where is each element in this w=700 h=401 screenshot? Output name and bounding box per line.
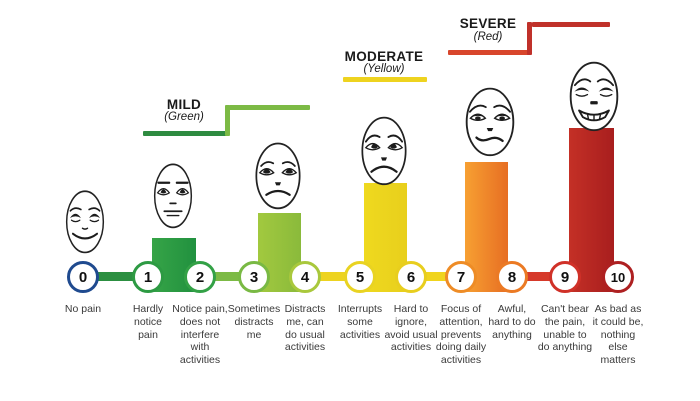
- scale-point-9: 9: [549, 261, 581, 293]
- scale-connector-4-5: [320, 272, 345, 281]
- scale-number: 7: [456, 268, 466, 286]
- scale-number: 2: [195, 268, 205, 286]
- face-grimacing-icon: [566, 58, 622, 133]
- scale-number: 4: [300, 268, 310, 286]
- scale-number: 9: [560, 268, 570, 286]
- pain-description-8: Awful, hard to do anything: [488, 303, 536, 341]
- scale-point-0: 0: [67, 261, 99, 293]
- scale-connector-0-1: [98, 272, 133, 281]
- scale-point-10: 10: [602, 261, 634, 293]
- scale-point-5: 5: [344, 261, 376, 293]
- scale-point-6: 6: [395, 261, 427, 293]
- pain-description-4: Distracts me, can do usual activities: [284, 303, 326, 354]
- scale-number: 5: [355, 268, 365, 286]
- zone-moderate-line: [343, 77, 427, 82]
- pain-description-1: Hardly notice pain: [132, 303, 164, 341]
- scale-connector-2-3: [215, 272, 239, 281]
- scale-number: 10: [610, 269, 626, 285]
- scale-number: 3: [249, 268, 259, 286]
- face-neutral-icon: [151, 160, 195, 230]
- zone-severe-sublabel: (Red): [473, 31, 503, 43]
- pain-description-6: Hard to ignore, avoid usual activities: [384, 303, 438, 354]
- scale-point-7: 7: [445, 261, 477, 293]
- face-distressed-icon: [462, 84, 518, 158]
- zone-moderate-sublabel: (Yellow): [363, 63, 405, 75]
- face-concerned-icon: [252, 139, 304, 211]
- pain-description-7: Focus of attention, prevents doing daily…: [435, 303, 487, 367]
- scale-number: 0: [78, 268, 88, 286]
- zone-mild-line-step: [225, 105, 230, 136]
- zone-mild-line-high: [229, 105, 310, 110]
- zone-severe-line-step: [527, 22, 532, 55]
- scale-point-4: 4: [289, 261, 321, 293]
- scale-point-3: 3: [238, 261, 270, 293]
- zone-mild-sublabel: (Green): [164, 111, 204, 123]
- scale-connector-8-9: [527, 272, 550, 281]
- zone-moderate-label: MODERATE: [344, 49, 424, 64]
- scale-connector-6-7: [426, 272, 446, 281]
- zone-mild-line-low: [143, 131, 229, 136]
- zone-severe-line-low: [448, 50, 530, 55]
- zone-severe-line-high: [532, 22, 610, 27]
- pain-description-5: Interrupts some activities: [337, 303, 383, 341]
- face-sad-icon: [358, 113, 410, 187]
- scale-number: 6: [406, 268, 416, 286]
- pain-description-3: Sometimes distracts me: [227, 303, 281, 341]
- scale-point-2: 2: [184, 261, 216, 293]
- zone-mild-label: MILD: [166, 97, 202, 112]
- scale-number: 1: [143, 268, 153, 286]
- pain-description-10: As bad as it could be, nothing else matt…: [592, 303, 644, 367]
- scale-point-8: 8: [496, 261, 528, 293]
- pain-description-9: Can't bear the pain, unable to do anythi…: [537, 303, 593, 354]
- face-smiling-icon: [63, 187, 107, 255]
- pain-description-0: No pain: [64, 303, 102, 315]
- scale-number: 8: [507, 268, 517, 286]
- zone-severe-label: SEVERE: [459, 16, 517, 31]
- pain-description-2: Notice pain, does not interfere with act…: [172, 303, 228, 367]
- scale-point-1: 1: [132, 261, 164, 293]
